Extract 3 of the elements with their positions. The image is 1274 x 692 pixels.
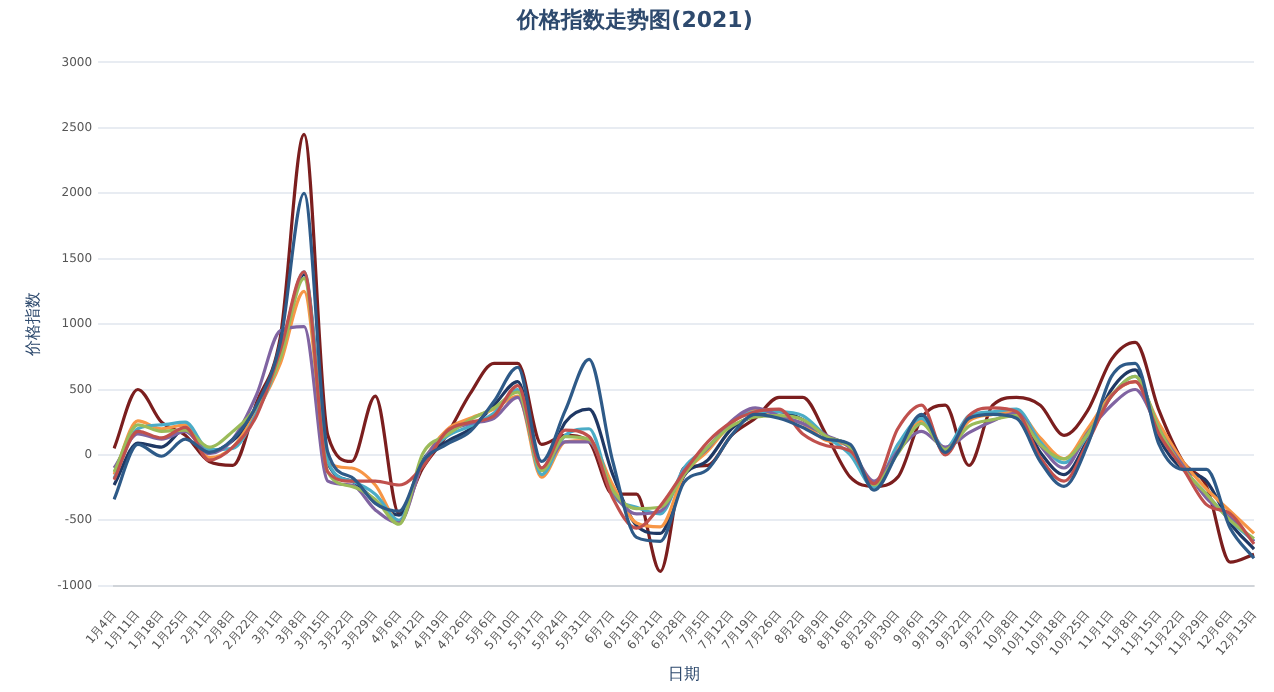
chart-title: 价格指数走势图(2021) bbox=[515, 6, 753, 33]
x-axis-title: 日期 bbox=[668, 664, 701, 683]
y-axis-title: 价格指数 bbox=[23, 292, 42, 359]
